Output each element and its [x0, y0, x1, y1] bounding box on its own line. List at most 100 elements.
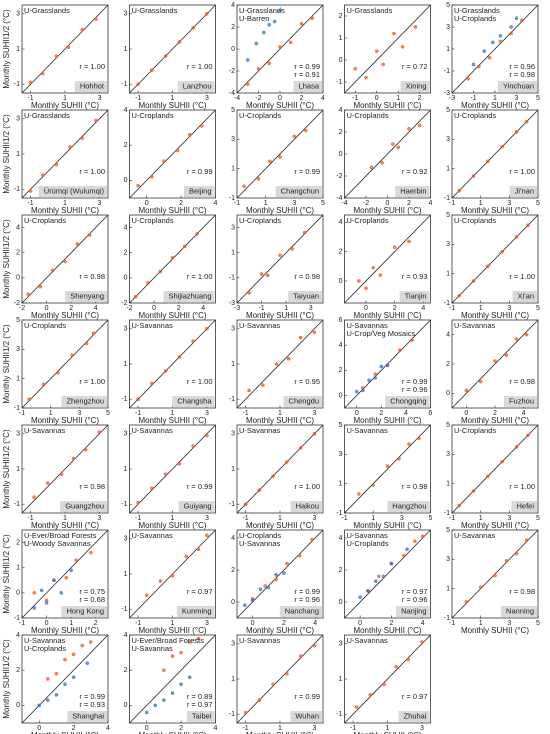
legend-label: U-Savannas: [347, 531, 389, 540]
x-axis-label: Monthly SUHII (°C): [31, 626, 99, 635]
point: [205, 11, 209, 16]
point: [38, 284, 43, 289]
point: [133, 294, 138, 299]
city-label: Taibei: [192, 711, 212, 720]
y-tick-label: 2: [339, 567, 343, 574]
x-axis-label: Monthly SUHII (°C): [138, 731, 206, 734]
x-tick-label: -1: [19, 620, 25, 627]
one-to-one-line: [344, 634, 431, 724]
one-to-one-line: [344, 214, 431, 304]
point: [150, 381, 154, 386]
point: [205, 433, 209, 438]
point: [278, 45, 282, 49]
x-tick-label: 2: [72, 725, 76, 732]
x-tick-label: -1: [19, 410, 25, 417]
y-tick-label: 1: [339, 676, 343, 683]
point: [247, 291, 252, 295]
city-label: Chongqing: [390, 396, 426, 405]
x-axis-label: Monthly SUHII (°C): [461, 626, 529, 635]
y-tick-label: 4: [231, 535, 235, 542]
x-tick-label: -1: [242, 515, 248, 522]
y-tick-label: 0: [339, 151, 343, 158]
point: [397, 348, 402, 352]
point: [50, 268, 55, 273]
point: [179, 650, 183, 655]
r-label: r = 1.00: [79, 377, 105, 386]
y-tick-label: 4: [339, 219, 343, 226]
r-label: r = 0.99: [294, 692, 320, 701]
point: [471, 62, 476, 67]
one-to-one-line: [451, 4, 539, 94]
point: [297, 553, 302, 558]
city-box: [177, 81, 215, 92]
legend-label: U-Savannas: [347, 636, 389, 645]
point: [369, 165, 374, 169]
point: [410, 338, 414, 342]
x-tick-label: 3: [309, 305, 313, 312]
x-tick-label: 2: [177, 305, 181, 312]
legend-label: U-Savannas: [454, 321, 496, 330]
city-box: [61, 396, 107, 407]
point: [40, 173, 45, 177]
city-label: Shijiazhuang: [169, 291, 212, 300]
point: [374, 49, 379, 54]
point: [243, 502, 248, 507]
y-tick-label: 3: [446, 241, 450, 248]
x-axis-label: Monthly SUHII (°C): [138, 311, 206, 320]
point: [373, 372, 378, 376]
y-tick-label: 3: [231, 224, 235, 231]
y-tick-label: 1: [124, 466, 128, 473]
x-tick-label: 1: [479, 620, 483, 627]
panel: -1 1 3 -1 1 3 U-Grasslands r = 1.00 Ürümqi (Wulu…: [2, 109, 109, 215]
point: [358, 595, 362, 600]
point: [368, 693, 373, 697]
point: [177, 40, 182, 44]
point: [163, 54, 168, 58]
point: [89, 550, 93, 555]
point: [290, 247, 295, 251]
x-tick-label: 3: [515, 95, 519, 102]
point: [163, 369, 168, 373]
panel: 0 2 4 0 2 4 U-Savannas r = 0.99 U-Croplands r = 0…: [2, 632, 110, 734]
x-tick-label: -1: [341, 515, 347, 522]
point: [243, 710, 248, 715]
point: [179, 682, 183, 687]
y-tick-label: 2: [231, 567, 235, 574]
point: [243, 603, 247, 608]
point: [466, 76, 470, 81]
point: [28, 189, 33, 193]
point: [91, 331, 96, 336]
point: [94, 17, 98, 21]
y-tick-label: 3: [16, 431, 20, 438]
legend-label: U-Croplands: [347, 539, 389, 548]
x-axis-label: Monthly SUHII (°C): [246, 521, 314, 530]
x-tick-label: -3: [449, 95, 455, 102]
panel: -1 1 3 -1 1 3 U-Savannas r = 0.95 Chengdu Monthly…: [229, 319, 324, 425]
x-axis-label: Monthly SUHII (°C): [31, 206, 99, 215]
x-tick-label: 1: [63, 200, 67, 207]
r-label: r = 0.97: [402, 692, 428, 701]
y-tick-label: 3: [446, 451, 450, 458]
y-tick-label: -3: [229, 300, 235, 307]
one-to-one-line: [236, 634, 324, 724]
point: [478, 585, 483, 590]
y-tick-label: 3: [446, 556, 450, 563]
city-label: Tianjin: [405, 291, 427, 300]
point: [391, 142, 395, 146]
one-to-one-line: [21, 634, 109, 724]
point: [367, 378, 371, 383]
point: [500, 459, 504, 464]
one-to-one-line: [451, 424, 539, 514]
city-box: [283, 396, 322, 407]
one-to-one-line: [236, 319, 324, 409]
y-tick-label: 0: [124, 177, 128, 184]
one-to-one-line: [21, 4, 109, 94]
r-label: r = 0.96: [402, 595, 428, 604]
y-axis-label: Monthly SUHII1/2 (°C): [2, 429, 11, 509]
point: [28, 80, 33, 85]
city-box: [279, 606, 322, 617]
y-tick-label: 6: [339, 317, 343, 324]
city-box: [65, 291, 107, 302]
point: [170, 691, 175, 695]
legend-label: U-Croplands: [454, 111, 496, 120]
